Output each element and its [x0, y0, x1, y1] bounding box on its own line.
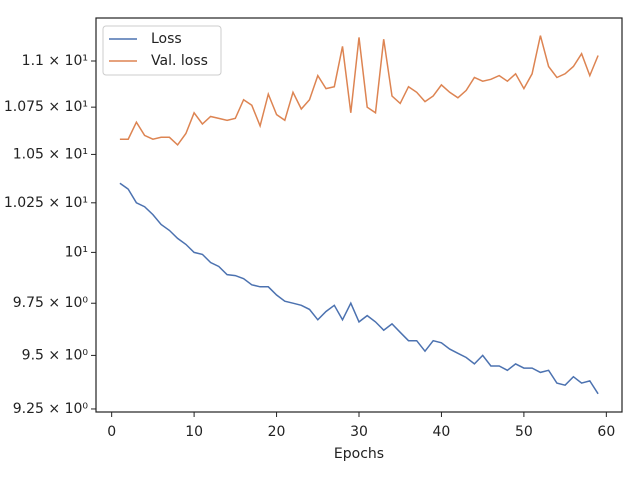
y-tick-label: 10¹	[65, 244, 88, 260]
y-tick-label: 1.1 × 10¹	[22, 53, 88, 69]
x-tick-label: 60	[597, 424, 615, 440]
y-tick-label: 9.25 × 10⁰	[13, 401, 89, 417]
plot-frame	[95, 17, 623, 413]
x-tick-label: 20	[268, 424, 286, 440]
y-tick-label: 1.025 × 10¹	[4, 195, 88, 211]
y-tick-label: 9.5 × 10⁰	[22, 347, 89, 363]
legend-label: Val. loss	[151, 53, 208, 69]
x-tick-label: 30	[350, 424, 368, 440]
x-axis-label: Epochs	[334, 446, 384, 462]
data-line	[119, 35, 599, 147]
data-line	[119, 182, 599, 395]
x-tick-label: 0	[107, 424, 116, 440]
x-tick-label: 10	[185, 424, 203, 440]
y-tick-label: 1.075 × 10¹	[4, 99, 88, 115]
x-tick-label: 40	[433, 424, 451, 440]
y-tick-label: 9.75 × 10⁰	[13, 295, 89, 311]
legend-label: Loss	[151, 31, 182, 47]
y-tick-label: 1.05 × 10¹	[13, 146, 88, 162]
x-tick-label: 50	[515, 424, 533, 440]
